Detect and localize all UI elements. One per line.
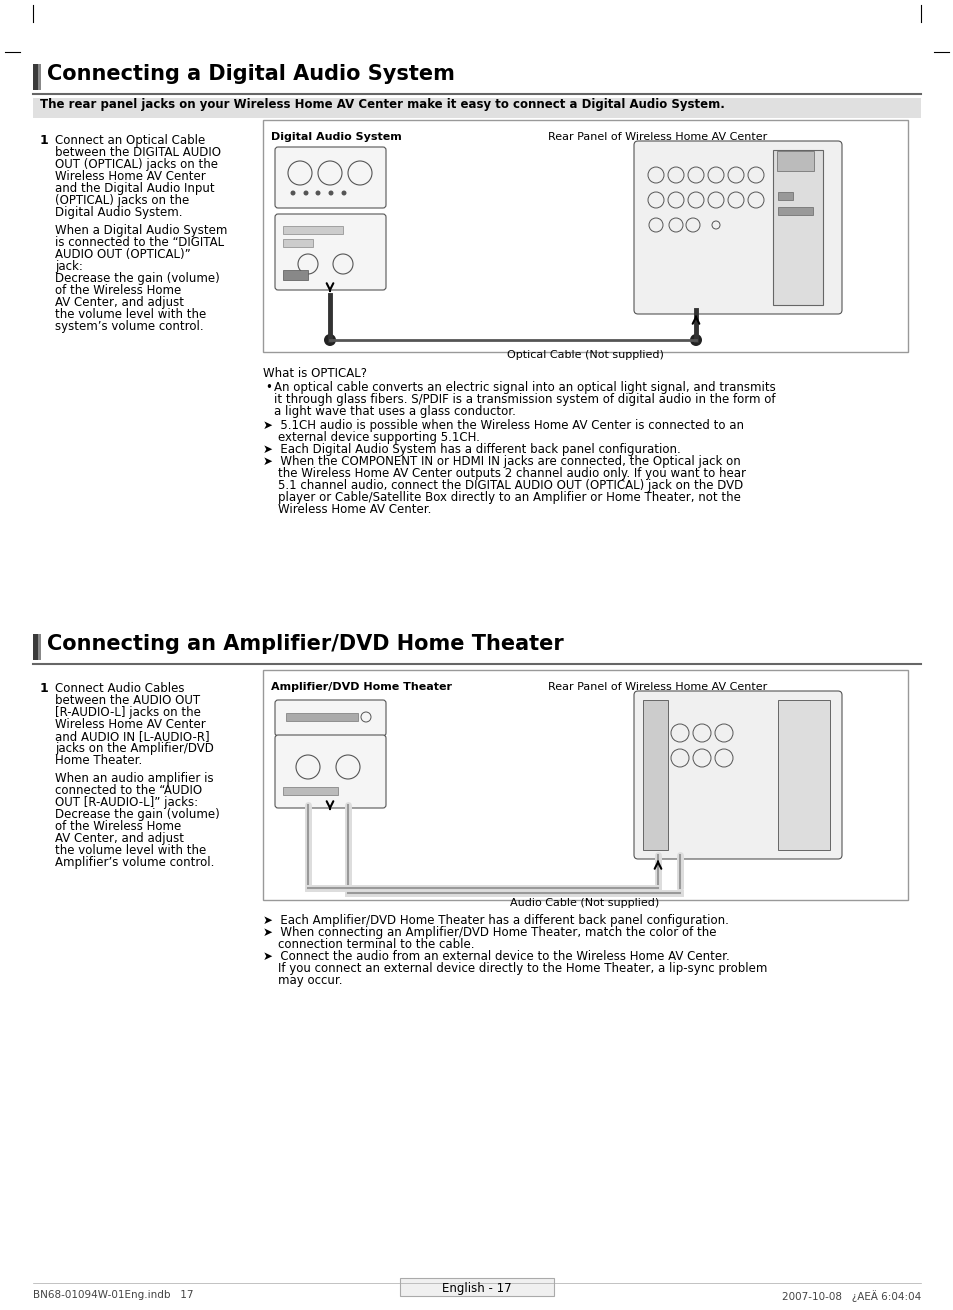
Text: between the AUDIO OUT: between the AUDIO OUT [55, 694, 200, 707]
Text: Audio Cable (Not supplied): Audio Cable (Not supplied) [510, 897, 659, 908]
Text: may occur.: may occur. [263, 975, 342, 986]
Text: Wireless Home AV Center.: Wireless Home AV Center. [263, 503, 431, 516]
Text: system’s volume control.: system’s volume control. [55, 320, 203, 333]
Text: player or Cable/Satellite Box directly to an Amplifier or Home Theater, not the: player or Cable/Satellite Box directly t… [263, 491, 740, 504]
Text: Rear Panel of Wireless Home AV Center: Rear Panel of Wireless Home AV Center [547, 683, 766, 692]
FancyBboxPatch shape [274, 214, 386, 290]
Text: connection terminal to the cable.: connection terminal to the cable. [263, 938, 474, 951]
Circle shape [315, 190, 320, 195]
Text: Wireless Home AV Center: Wireless Home AV Center [55, 718, 206, 731]
Text: Decrease the gain (volume): Decrease the gain (volume) [55, 272, 219, 286]
FancyBboxPatch shape [772, 151, 822, 305]
Text: jack:: jack: [55, 259, 83, 272]
Text: the volume level with the: the volume level with the [55, 844, 206, 857]
Text: Rear Panel of Wireless Home AV Center: Rear Panel of Wireless Home AV Center [547, 132, 766, 141]
FancyBboxPatch shape [283, 787, 337, 795]
Text: Amplifier’s volume control.: Amplifier’s volume control. [55, 855, 214, 869]
Text: Connecting an Amplifier/DVD Home Theater: Connecting an Amplifier/DVD Home Theater [47, 634, 563, 654]
Text: and AUDIO IN [L-AUDIO-R]: and AUDIO IN [L-AUDIO-R] [55, 730, 210, 743]
FancyBboxPatch shape [263, 121, 907, 352]
FancyBboxPatch shape [283, 238, 313, 248]
Text: ➤  Each Amplifier/DVD Home Theater has a different back panel configuration.: ➤ Each Amplifier/DVD Home Theater has a … [263, 914, 728, 927]
Text: [R-AUDIO-L] jacks on the: [R-AUDIO-L] jacks on the [55, 706, 201, 719]
Text: ➤  Connect the audio from an external device to the Wireless Home AV Center.: ➤ Connect the audio from an external dev… [263, 950, 729, 963]
Text: The rear panel jacks on your Wireless Home AV Center make it easy to connect a D: The rear panel jacks on your Wireless Ho… [40, 98, 724, 111]
Text: •: • [265, 381, 272, 394]
FancyBboxPatch shape [286, 713, 357, 721]
FancyBboxPatch shape [778, 193, 792, 200]
Text: Digital Audio System.: Digital Audio System. [55, 206, 182, 219]
Text: jacks on the Amplifier/DVD: jacks on the Amplifier/DVD [55, 741, 213, 755]
FancyBboxPatch shape [33, 98, 920, 118]
Text: and the Digital Audio Input: and the Digital Audio Input [55, 182, 214, 195]
Text: 1: 1 [40, 683, 49, 696]
FancyBboxPatch shape [634, 690, 841, 859]
FancyBboxPatch shape [634, 141, 841, 314]
FancyBboxPatch shape [778, 700, 829, 850]
Text: What is OPTICAL?: What is OPTICAL? [263, 367, 367, 380]
Circle shape [341, 190, 346, 195]
Text: Decrease the gain (volume): Decrease the gain (volume) [55, 808, 219, 821]
FancyBboxPatch shape [274, 147, 386, 208]
Circle shape [689, 334, 701, 346]
FancyBboxPatch shape [778, 207, 812, 215]
Text: OUT (OPTICAL) jacks on the: OUT (OPTICAL) jacks on the [55, 159, 218, 172]
Text: of the Wireless Home: of the Wireless Home [55, 820, 181, 833]
Circle shape [291, 190, 295, 195]
FancyBboxPatch shape [38, 634, 41, 660]
FancyBboxPatch shape [38, 64, 41, 90]
Text: Home Theater.: Home Theater. [55, 755, 142, 766]
FancyBboxPatch shape [283, 227, 343, 234]
FancyBboxPatch shape [399, 1279, 554, 1296]
FancyBboxPatch shape [642, 700, 667, 850]
Text: Wireless Home AV Center: Wireless Home AV Center [55, 170, 206, 183]
Text: connected to the “AUDIO: connected to the “AUDIO [55, 783, 202, 796]
Text: BN68-01094W-01Eng.indb   17: BN68-01094W-01Eng.indb 17 [33, 1290, 193, 1300]
Text: Connect an Optical Cable: Connect an Optical Cable [55, 134, 205, 147]
Text: English - 17: English - 17 [442, 1282, 511, 1296]
Text: 1: 1 [40, 134, 49, 147]
Text: AV Center, and adjust: AV Center, and adjust [55, 296, 184, 309]
FancyBboxPatch shape [776, 151, 813, 172]
FancyBboxPatch shape [33, 64, 38, 90]
Circle shape [303, 190, 308, 195]
Text: of the Wireless Home: of the Wireless Home [55, 284, 181, 297]
Text: the Wireless Home AV Center outputs 2 channel audio only. If you want to hear: the Wireless Home AV Center outputs 2 ch… [263, 466, 745, 479]
FancyBboxPatch shape [274, 735, 386, 808]
Text: An optical cable converts an electric signal into an optical light signal, and t: An optical cable converts an electric si… [274, 381, 775, 394]
Text: (OPTICAL) jacks on the: (OPTICAL) jacks on the [55, 194, 189, 207]
Text: the volume level with the: the volume level with the [55, 308, 206, 321]
FancyBboxPatch shape [283, 270, 308, 280]
Text: ➤  Each Digital Audio System has a different back panel configuration.: ➤ Each Digital Audio System has a differ… [263, 443, 680, 456]
Text: AV Center, and adjust: AV Center, and adjust [55, 832, 184, 845]
Text: If you connect an external device directly to the Home Theater, a lip-sync probl: If you connect an external device direct… [263, 962, 766, 975]
Text: Digital Audio System: Digital Audio System [271, 132, 401, 141]
Text: When an audio amplifier is: When an audio amplifier is [55, 772, 213, 785]
Text: is connected to the “DIGITAL: is connected to the “DIGITAL [55, 236, 224, 249]
Text: Optical Cable (Not supplied): Optical Cable (Not supplied) [506, 350, 662, 360]
Text: OUT [R-AUDIO-L]” jacks:: OUT [R-AUDIO-L]” jacks: [55, 796, 198, 810]
FancyBboxPatch shape [263, 669, 907, 900]
Text: ➤  When connecting an Amplifier/DVD Home Theater, match the color of the: ➤ When connecting an Amplifier/DVD Home … [263, 926, 716, 939]
Text: Connecting a Digital Audio System: Connecting a Digital Audio System [47, 64, 455, 84]
FancyBboxPatch shape [274, 700, 386, 736]
Text: 2007-10-08   ¿AEÄ 6:04:04: 2007-10-08 ¿AEÄ 6:04:04 [781, 1290, 920, 1302]
Text: ➤  When the COMPONENT IN or HDMI IN jacks are connected, the Optical jack on: ➤ When the COMPONENT IN or HDMI IN jacks… [263, 455, 740, 468]
Text: Connect Audio Cables: Connect Audio Cables [55, 683, 184, 696]
Text: Amplifier/DVD Home Theater: Amplifier/DVD Home Theater [271, 683, 452, 692]
Text: When a Digital Audio System: When a Digital Audio System [55, 224, 227, 237]
Text: between the DIGITAL AUDIO: between the DIGITAL AUDIO [55, 145, 221, 159]
Text: 5.1 channel audio, connect the DIGITAL AUDIO OUT (OPTICAL) jack on the DVD: 5.1 channel audio, connect the DIGITAL A… [263, 479, 742, 493]
Text: a light wave that uses a glass conductor.: a light wave that uses a glass conductor… [274, 405, 516, 418]
Text: AUDIO OUT (OPTICAL)”: AUDIO OUT (OPTICAL)” [55, 248, 191, 261]
Text: it through glass fibers. S/PDIF is a transmission system of digital audio in the: it through glass fibers. S/PDIF is a tra… [274, 393, 775, 406]
Text: external device supporting 5.1CH.: external device supporting 5.1CH. [263, 431, 479, 444]
FancyBboxPatch shape [33, 634, 38, 660]
Text: ➤  5.1CH audio is possible when the Wireless Home AV Center is connected to an: ➤ 5.1CH audio is possible when the Wirel… [263, 419, 743, 432]
Circle shape [324, 334, 335, 346]
Circle shape [328, 190, 334, 195]
